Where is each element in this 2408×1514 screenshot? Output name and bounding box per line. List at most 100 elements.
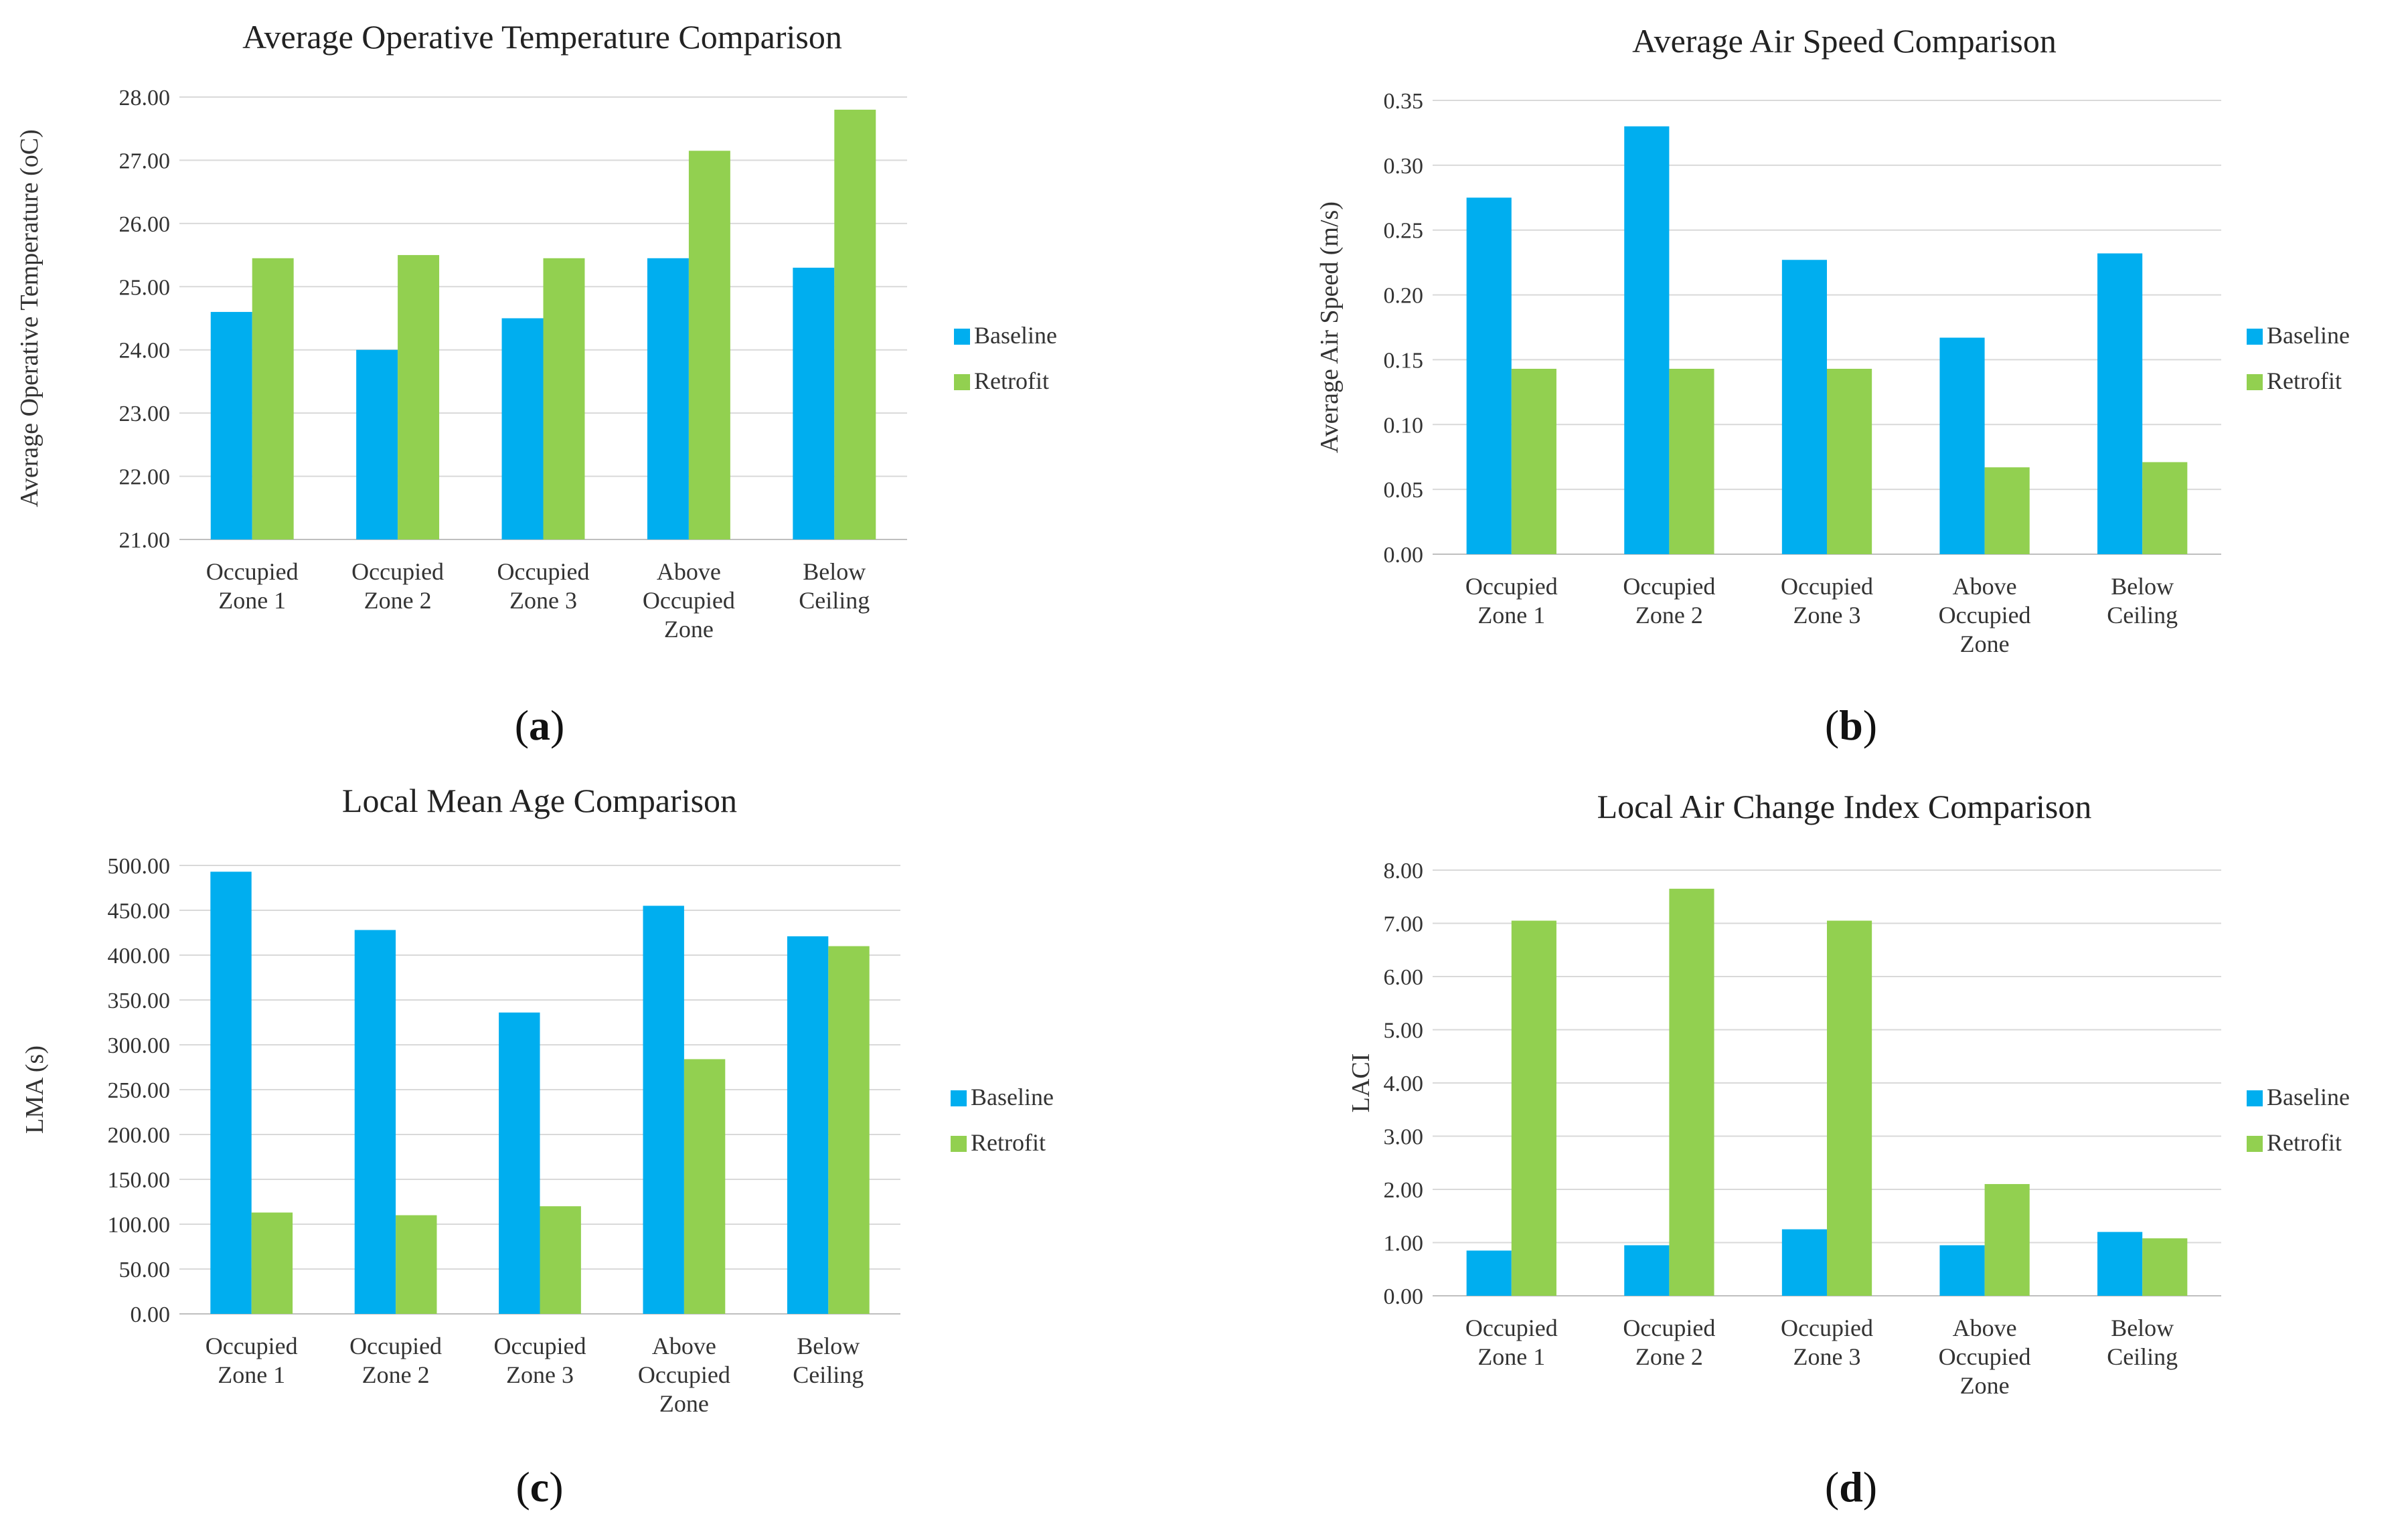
- bar-baseline-2: [1624, 1245, 1670, 1296]
- legend-swatch-baseline: [2247, 1090, 2263, 1106]
- bar-retrofit-4: [684, 1059, 726, 1314]
- bar-baseline-1: [1466, 1250, 1512, 1296]
- bar-baseline-3: [1781, 260, 1827, 554]
- y-tick-label: 0.10: [1384, 413, 1424, 438]
- bar-retrofit-5: [2142, 1238, 2188, 1296]
- y-tick-label: 24.00: [119, 339, 171, 363]
- bar-retrofit-5: [828, 946, 870, 1314]
- y-tick-label: 100.00: [108, 1213, 171, 1238]
- y-tick-label: 0.05: [1384, 478, 1424, 503]
- panel-label: (b): [1825, 701, 1877, 749]
- legend-label-baseline: Baseline: [971, 1084, 1054, 1110]
- chart-title: Local Air Change Index Comparison: [1597, 788, 2092, 825]
- x-category-label: Occupied Zone 2: [351, 558, 444, 614]
- y-tick-label: 0.00: [131, 1302, 171, 1327]
- y-tick-label: 22.00: [119, 465, 171, 490]
- legend-swatch-baseline: [954, 329, 970, 345]
- bar-retrofit-5: [2142, 462, 2188, 554]
- panel-label: (a): [515, 701, 565, 749]
- bar-baseline-5: [793, 267, 835, 539]
- bar-baseline-4: [1939, 1245, 1985, 1296]
- y-tick-label: 23.00: [119, 402, 171, 426]
- bar-baseline-3: [499, 1012, 540, 1314]
- x-category-label: Occupied Zone 2: [1623, 573, 1715, 628]
- x-category-label: Occupied Zone 2: [1623, 1315, 1715, 1370]
- y-tick-label: 0.00: [1384, 543, 1424, 568]
- x-category-label: Below Ceiling: [799, 558, 870, 614]
- x-category-label: Below Ceiling: [793, 1333, 864, 1388]
- bar-retrofit-3: [1827, 920, 1872, 1296]
- bar-retrofit-4: [1984, 1184, 2030, 1296]
- y-tick-label: 0.00: [1384, 1284, 1424, 1309]
- bar-retrofit-1: [252, 258, 294, 539]
- bar-retrofit-4: [1984, 467, 2030, 554]
- x-category-label: Below Ceiling: [2107, 1315, 2178, 1370]
- chart-title: Local Mean Age Comparison: [342, 782, 737, 819]
- y-tick-label: 50.00: [119, 1258, 171, 1282]
- chart-b: Average Air Speed Comparison 0.00 0.05 0.10…: [1315, 22, 2350, 749]
- y-tick-label: 150.00: [108, 1168, 171, 1193]
- y-tick-label: 25.00: [119, 275, 171, 300]
- y-tick-label: 200.00: [108, 1123, 171, 1148]
- bar-retrofit-5: [834, 109, 876, 539]
- legend-label-baseline: Baseline: [2267, 322, 2350, 349]
- legend-swatch-retrofit: [2247, 1136, 2263, 1152]
- bar-baseline-1: [210, 312, 252, 539]
- y-tick-label: 450.00: [108, 899, 171, 924]
- bar-baseline-4: [647, 258, 689, 539]
- y-tick-label: 2.00: [1384, 1178, 1424, 1203]
- y-tick-label: 0.35: [1384, 89, 1424, 114]
- bar-retrofit-1: [251, 1212, 293, 1314]
- y-tick-label: 400.00: [108, 944, 171, 969]
- x-category-label: Above Occupied Zone: [1939, 1315, 2031, 1399]
- y-tick-label: 28.00: [119, 86, 171, 110]
- x-category-label: Above Occupied Zone: [643, 558, 735, 643]
- y-tick-label: 500.00: [108, 854, 171, 879]
- chart-d: Local Air Change Index Comparison 0.00 1.0…: [1347, 788, 2350, 1511]
- bar-baseline-4: [643, 906, 684, 1314]
- legend-swatch-retrofit: [954, 374, 970, 390]
- legend-label-retrofit: Retrofit: [2267, 1129, 2342, 1156]
- x-category-label: Occupied Zone 2: [349, 1333, 442, 1388]
- bar-retrofit-2: [1669, 888, 1714, 1296]
- x-category-label: Below Ceiling: [2107, 573, 2178, 628]
- y-tick-label: 0.20: [1384, 284, 1424, 309]
- bar-baseline-5: [2097, 1232, 2143, 1296]
- x-category-label: Occupied Zone 1: [206, 1333, 298, 1388]
- y-tick-label: 1.00: [1384, 1232, 1424, 1256]
- y-tick-label: 350.00: [108, 989, 171, 1013]
- legend-label-retrofit: Retrofit: [971, 1129, 1046, 1156]
- bar-retrofit-2: [396, 1215, 437, 1314]
- bar-retrofit-1: [1511, 920, 1556, 1296]
- y-axis-label: Average Operative Temperature (oC): [15, 129, 44, 507]
- bar-baseline-2: [356, 349, 398, 539]
- legend-swatch-baseline: [2247, 329, 2263, 345]
- x-category-label: Occupied Zone 1: [1465, 1315, 1558, 1370]
- chart-title: Average Air Speed Comparison: [1632, 22, 2057, 60]
- y-tick-label: 5.00: [1384, 1019, 1424, 1043]
- chart-c: Local Mean Age Comparison 0.00 50.00 100.00…: [21, 782, 1054, 1511]
- y-axis-label: Average Air Speed (m/s): [1315, 201, 1344, 453]
- y-tick-label: 27.00: [119, 149, 171, 173]
- y-tick-label: 0.30: [1384, 154, 1424, 179]
- y-axis-label: LACI: [1347, 1054, 1375, 1113]
- bar-baseline-1: [1466, 197, 1512, 554]
- bar-retrofit-2: [398, 255, 440, 539]
- bar-baseline-5: [2097, 253, 2143, 554]
- bar-retrofit-3: [540, 1206, 581, 1314]
- y-tick-label: 250.00: [108, 1078, 171, 1103]
- x-category-label: Occupied Zone 1: [1465, 573, 1558, 628]
- bar-retrofit-3: [1827, 368, 1872, 554]
- bar-baseline-4: [1939, 337, 1985, 554]
- chart-title: Average Operative Temperature Comparison: [242, 18, 842, 56]
- x-category-label: Above Occupied Zone: [1939, 573, 2031, 657]
- legend-swatch-retrofit: [2247, 374, 2263, 390]
- x-category-label: Occupied Zone 3: [1781, 1315, 1873, 1370]
- bar-retrofit-3: [543, 258, 585, 539]
- y-tick-label: 6.00: [1384, 965, 1424, 990]
- y-tick-label: 300.00: [108, 1033, 171, 1058]
- x-category-label: Occupied Zone 3: [1781, 573, 1873, 628]
- y-tick-label: 26.00: [119, 212, 171, 237]
- chart-a: Average Operative Temperature Comparison…: [15, 18, 1057, 749]
